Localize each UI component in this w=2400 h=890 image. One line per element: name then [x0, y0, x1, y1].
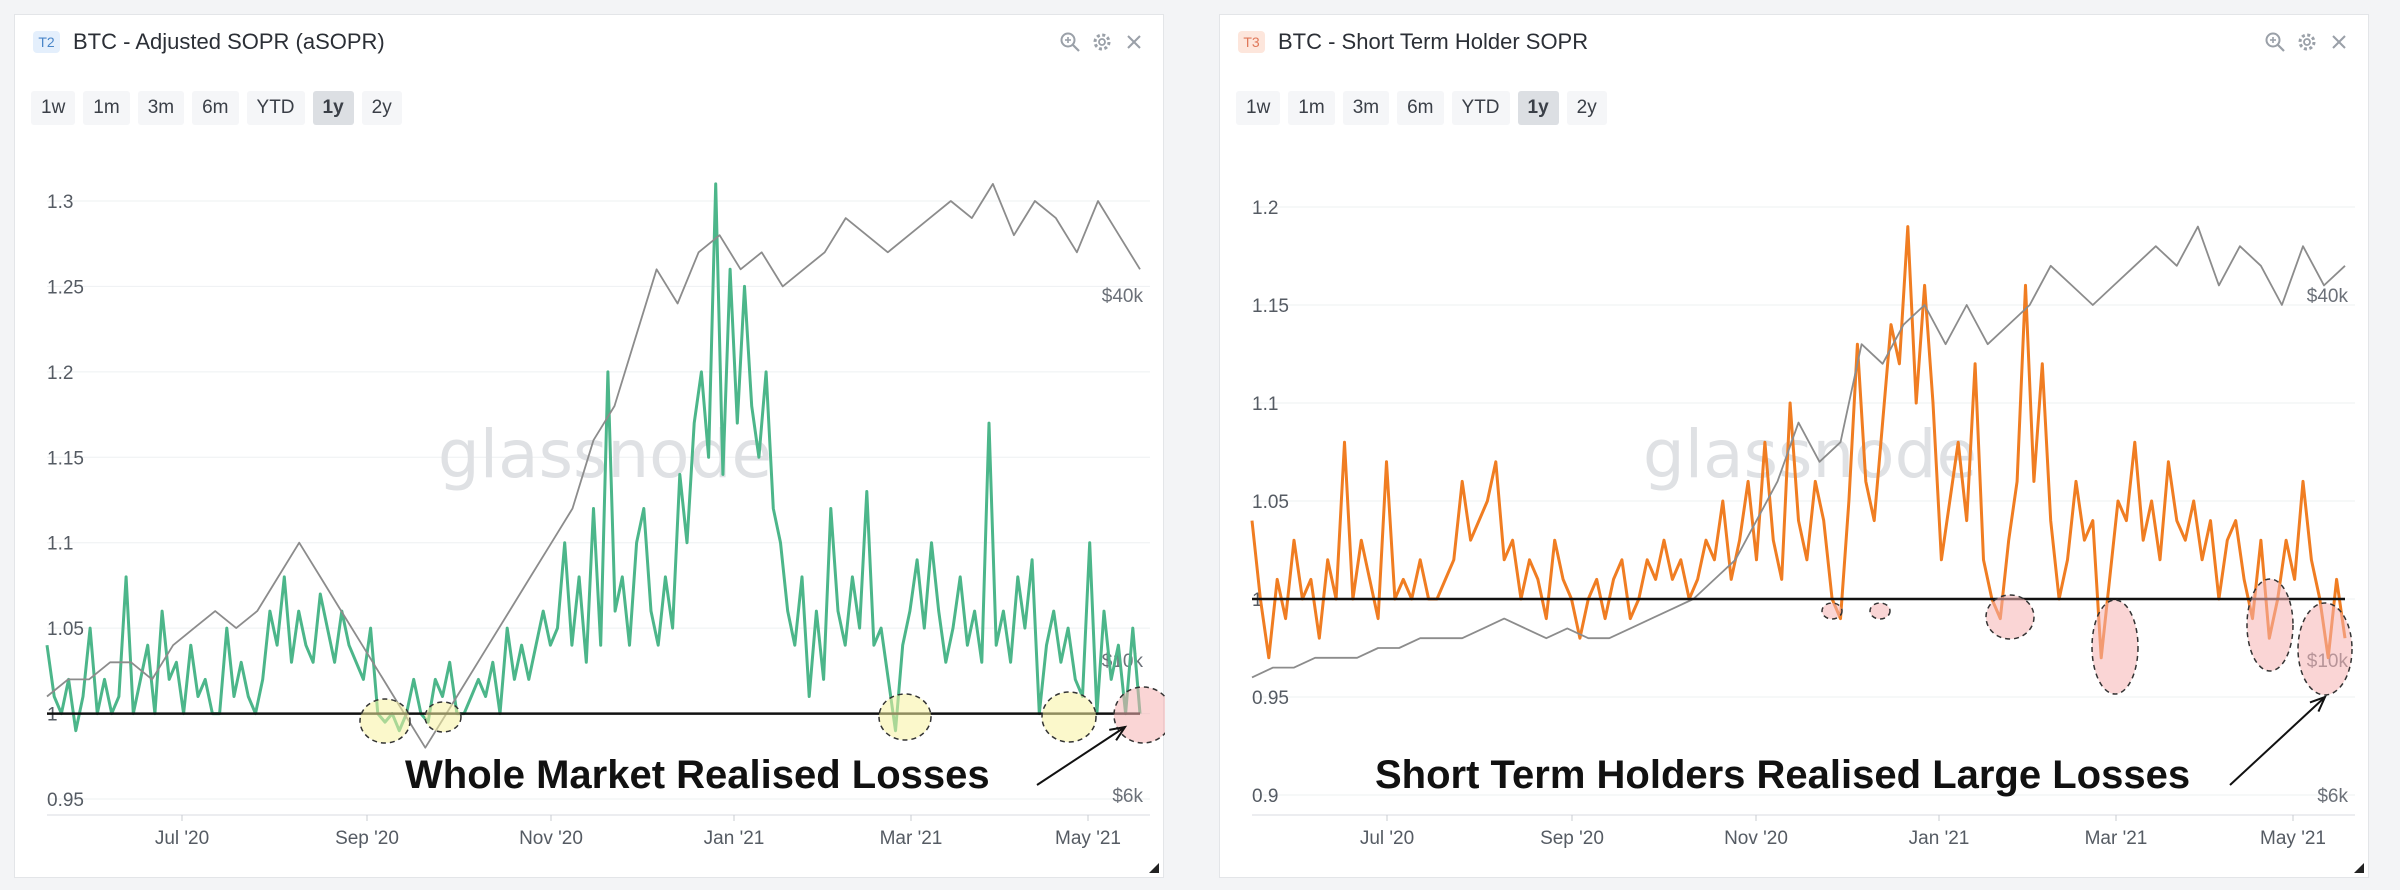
range-button-1y[interactable]: 1y — [312, 91, 354, 125]
loss-highlight-ellipse — [424, 701, 462, 733]
y-tick-label: 0.95 — [1252, 688, 1289, 709]
zoom-icon[interactable] — [2264, 31, 2286, 53]
range-selector: 1w 1m 3m 6m YTD 1y 2y — [1236, 91, 1615, 127]
y-tick-label: 1.15 — [1252, 296, 1289, 317]
sth-sopr-chart: 0.9 0.95 1 1.05 1.1 1.15 1.2 Jul '20 Sep '20 Nov … — [1250, 198, 2355, 849]
right-axis-label: $6k — [2317, 786, 2348, 807]
range-button-1w[interactable]: 1w — [1236, 91, 1281, 125]
chart-panel-sth-sopr: T3 BTC - Short Term Holder SOPR 1w 1m 3m 6m… — [1219, 14, 2369, 878]
right-axis-label: $40k — [1102, 286, 1144, 307]
y-tick-label: 1.05 — [47, 619, 84, 640]
y-tick-label: 1.2 — [47, 363, 73, 384]
close-icon[interactable] — [2328, 31, 2350, 53]
x-tick-label: Jan '21 — [1909, 828, 1970, 849]
loss-highlight-ellipse — [2297, 602, 2353, 696]
x-tick-label: May '21 — [2260, 828, 2326, 849]
x-tick-label: Jan '21 — [704, 828, 765, 849]
range-button-3m[interactable]: 3m — [1342, 91, 1390, 125]
gear-icon[interactable] — [2296, 31, 2318, 53]
resize-handle[interactable] — [2354, 863, 2364, 873]
range-button-ytd[interactable]: YTD — [246, 91, 305, 125]
loss-highlight-ellipse — [1041, 691, 1097, 743]
annotation-text: Short Term Holders Realised Large Losses — [1375, 753, 2190, 797]
loss-highlight-ellipse — [878, 693, 932, 741]
x-tick-label: Sep '20 — [335, 828, 399, 849]
x-tick-label: Mar '21 — [880, 828, 943, 849]
annotation-arrow — [1036, 726, 1126, 786]
range-button-1m[interactable]: 1m — [83, 91, 130, 125]
right-axis-label: $6k — [1112, 786, 1143, 807]
asopr-chart: 0.95 1 1.05 1.1 1.15 1.2 1.25 1.3 Jul '20 Sep '20… — [45, 182, 1165, 849]
loss-highlight-ellipse — [359, 698, 411, 744]
y-tick-label: 0.95 — [47, 790, 84, 811]
chart-badge: T2 — [33, 31, 60, 53]
x-tick-label: May '21 — [1055, 828, 1121, 849]
resize-handle[interactable] — [1149, 863, 1159, 873]
range-button-3m[interactable]: 3m — [137, 91, 185, 125]
y-tick-label: 1 — [1252, 590, 1263, 611]
range-button-1y[interactable]: 1y — [1517, 91, 1559, 125]
loss-highlight-ellipse — [1821, 602, 1843, 620]
chart-title: BTC - Adjusted SOPR (aSOPR) — [73, 29, 385, 54]
panel-header: T2 BTC - Adjusted SOPR (aSOPR) — [15, 15, 1163, 71]
watermark: glassnode — [1643, 416, 1977, 493]
range-selector: 1w 1m 3m 6m YTD 1y 2y — [31, 91, 410, 127]
panel-header: T3 BTC - Short Term Holder SOPR — [1220, 15, 2368, 71]
annotation-text: Whole Market Realised Losses — [405, 753, 990, 797]
loss-highlight-ellipse — [1869, 602, 1891, 620]
y-tick-label: 0.9 — [1252, 786, 1278, 807]
range-button-2y[interactable]: 2y — [1566, 91, 1607, 125]
range-button-ytd[interactable]: YTD — [1451, 91, 1510, 125]
right-axis-label: $40k — [2307, 286, 2349, 307]
x-tick-label: Jul '20 — [1360, 828, 1414, 849]
y-tick-label: 1.05 — [1252, 492, 1289, 513]
range-button-1w[interactable]: 1w — [31, 91, 76, 125]
range-button-6m[interactable]: 6m — [1397, 91, 1444, 125]
x-tick-label: Mar '21 — [2085, 828, 2148, 849]
annotation-arrow — [2229, 696, 2326, 786]
x-tick-label: Jul '20 — [155, 828, 209, 849]
x-tick-label: Nov '20 — [519, 828, 583, 849]
loss-highlight-ellipse — [2091, 599, 2139, 695]
x-tick-label: Sep '20 — [1540, 828, 1604, 849]
y-tick-label: 1.1 — [47, 534, 73, 555]
right-axis-label: $10k — [1102, 651, 1144, 672]
y-tick-label: 1.2 — [1252, 198, 1278, 219]
x-tick-label: Nov '20 — [1724, 828, 1788, 849]
loss-highlight-ellipse — [2246, 578, 2294, 672]
range-button-6m[interactable]: 6m — [192, 91, 239, 125]
chart-panel-asopr: T2 BTC - Adjusted SOPR (aSOPR) 1w 1m 3m 6m Y… — [14, 14, 1165, 878]
annotation-arrowhead — [1109, 725, 1128, 741]
loss-highlight-ellipse — [1985, 594, 2035, 640]
range-button-2y[interactable]: 2y — [361, 91, 402, 125]
range-button-1m[interactable]: 1m — [1288, 91, 1335, 125]
loss-highlight-ellipse — [1113, 686, 1165, 744]
y-tick-label: 1.3 — [47, 192, 73, 213]
price-series-line — [1251, 225, 2346, 679]
chart-badge: T3 — [1238, 31, 1265, 53]
close-icon[interactable] — [1123, 31, 1145, 53]
y-tick-label: 1.25 — [47, 277, 84, 298]
annotation-arrowhead — [2309, 695, 2327, 712]
y-tick-label: 1.1 — [1252, 394, 1278, 415]
zoom-icon[interactable] — [1059, 31, 1081, 53]
y-tick-label: 1.15 — [47, 448, 84, 469]
sopr-series-line — [45, 182, 1142, 733]
price-series-line — [46, 182, 1141, 749]
chart-title: BTC - Short Term Holder SOPR — [1278, 29, 1589, 54]
y-tick-label: 1 — [47, 705, 58, 726]
gear-icon[interactable] — [1091, 31, 1113, 53]
